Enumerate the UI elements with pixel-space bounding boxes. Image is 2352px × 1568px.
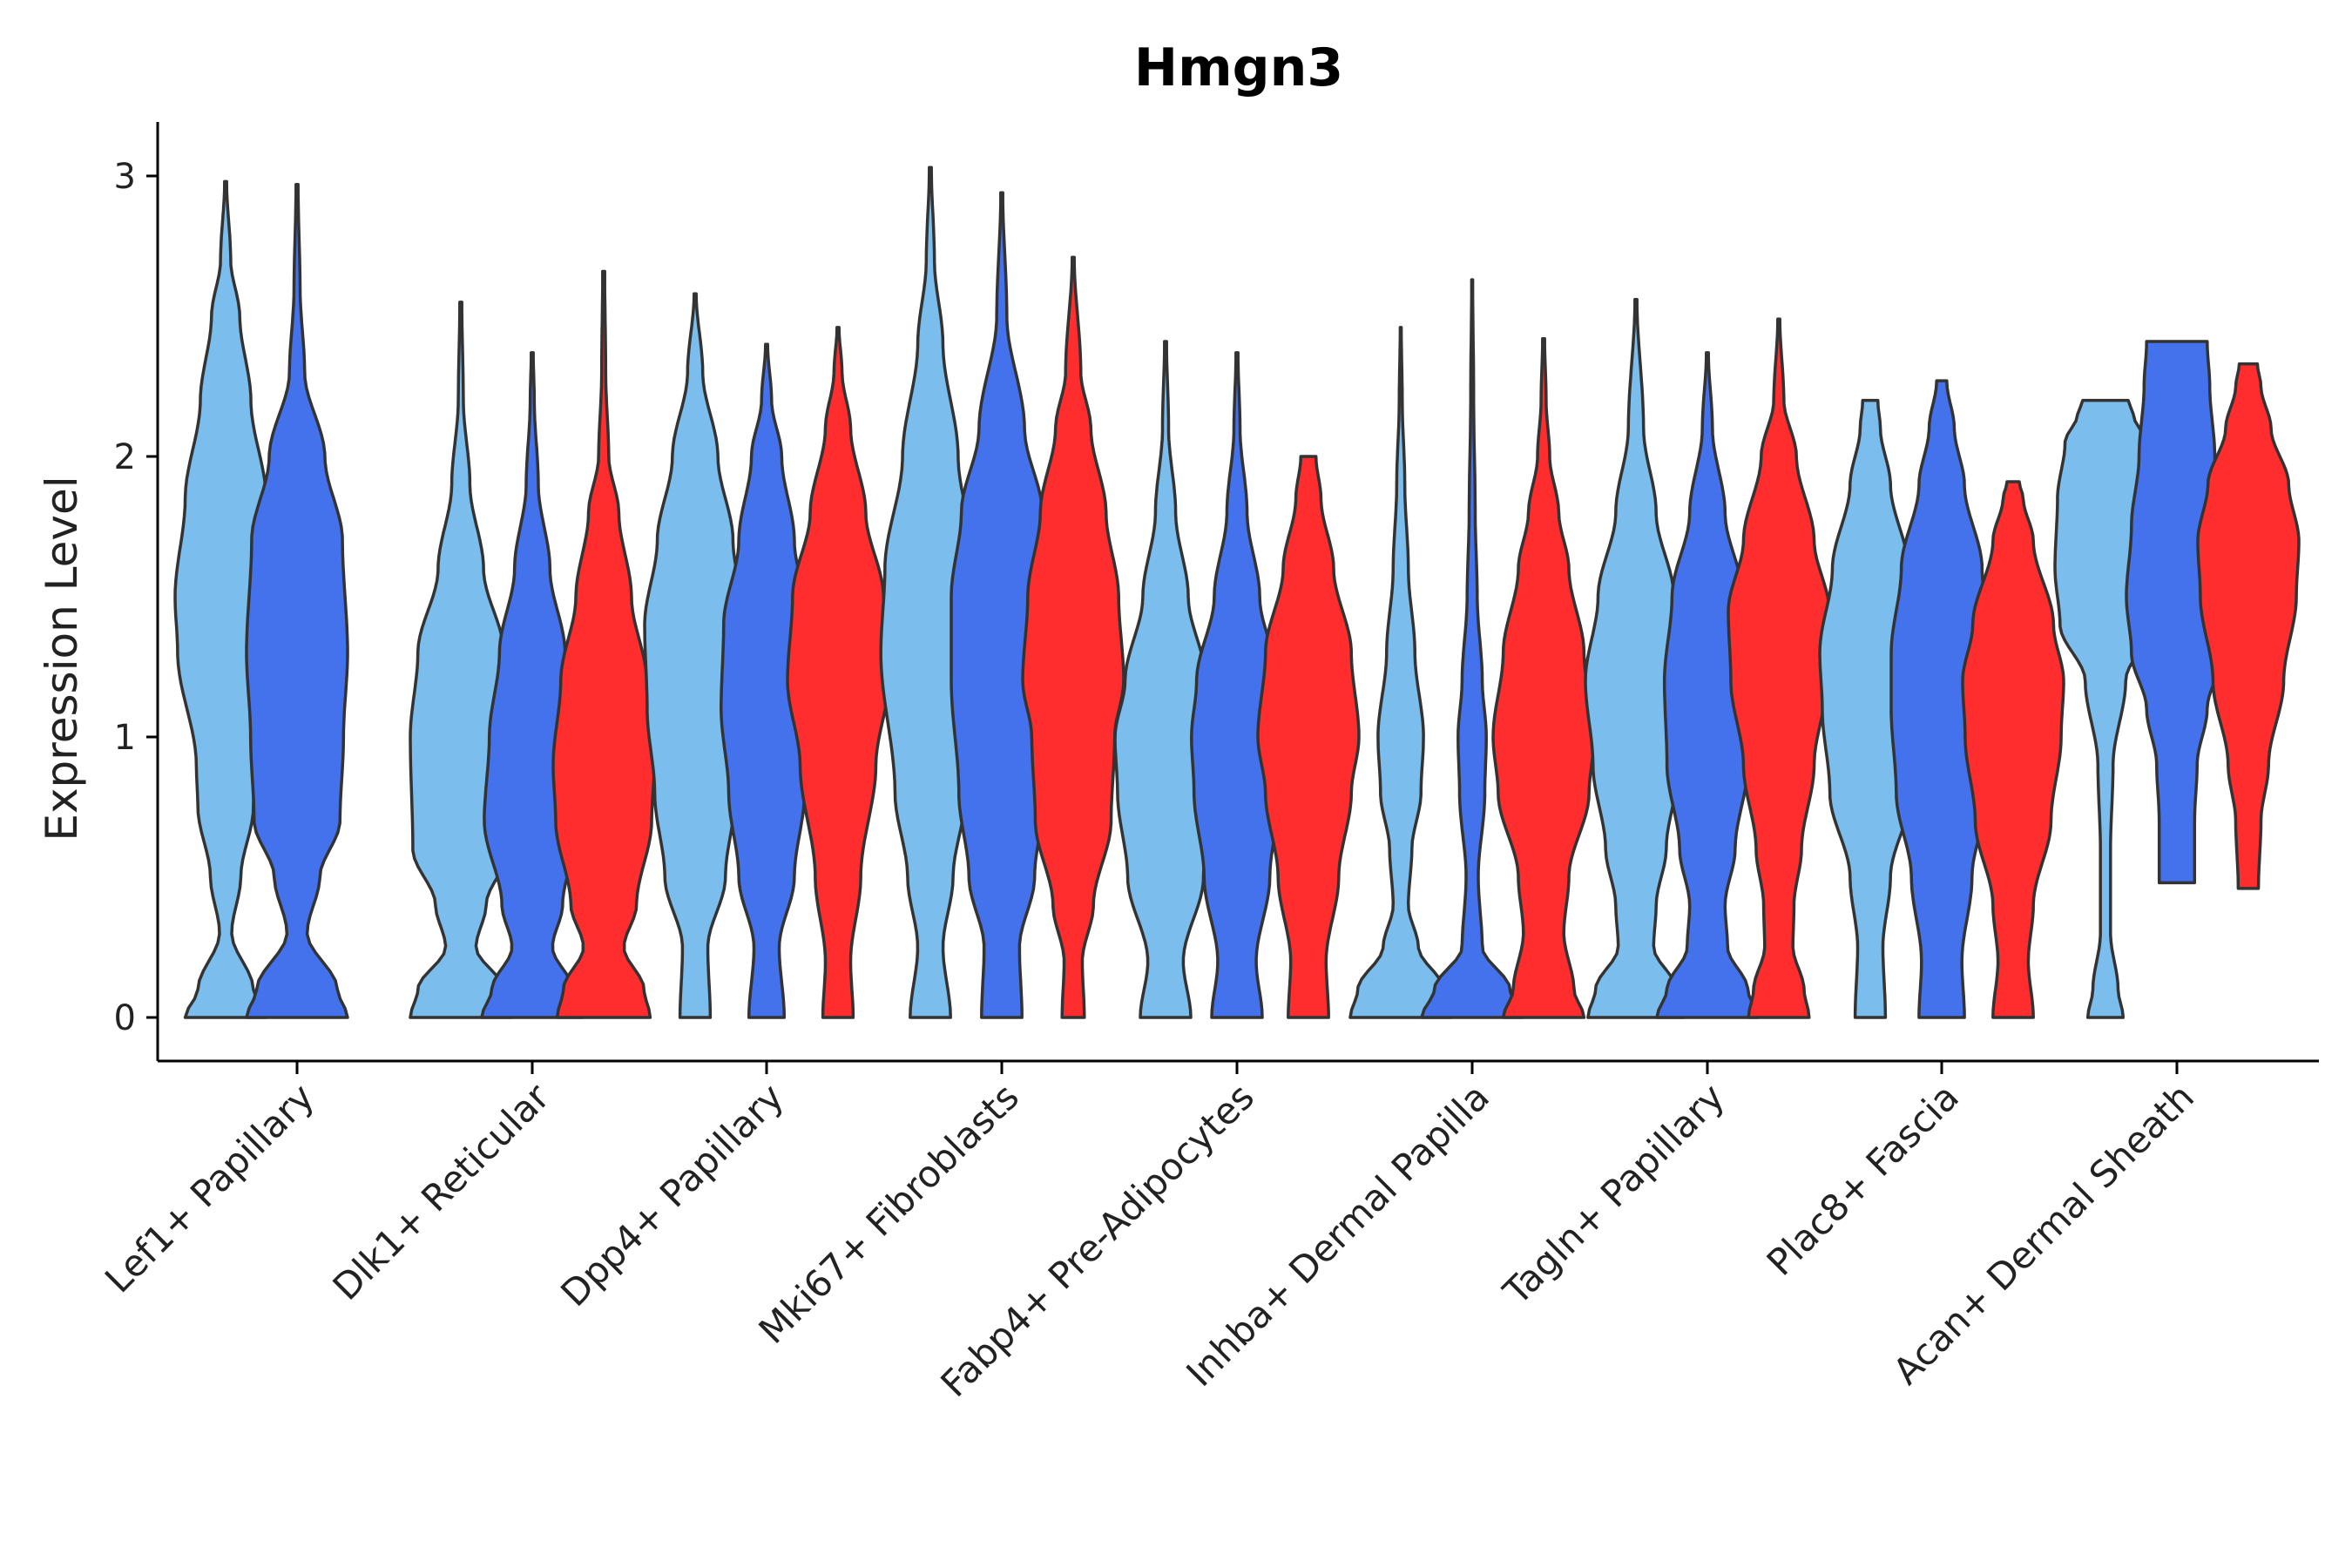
violin-plac8-fascia-2 bbox=[1961, 480, 2065, 1019]
x-tick-label: Plac8+ Fascia bbox=[1759, 1075, 1967, 1283]
violin-group-layer bbox=[173, 166, 2301, 1019]
violin-dlk1-reticular-2 bbox=[551, 269, 656, 1019]
y-tick-label: 0 bbox=[114, 998, 136, 1038]
x-tick-label: Mki67+ Fibroblasts bbox=[751, 1075, 1027, 1351]
x-tick-label: Tagln+ Papillary bbox=[1495, 1075, 1733, 1313]
violin-dpp4-papillary-2 bbox=[786, 326, 890, 1019]
x-tick-label: Lef1+ Papillary bbox=[97, 1075, 322, 1301]
x-tick-label: Dpp4+ Papillary bbox=[552, 1075, 792, 1315]
violin-fabp4-pre-adipocytes-2 bbox=[1256, 455, 1361, 1019]
violin-acan-dermal-sheath-2 bbox=[2196, 362, 2301, 890]
y-axis-ticks: 0 1 2 3 bbox=[114, 157, 158, 1038]
x-tick-label: Dlk1+ Reticular bbox=[325, 1075, 558, 1308]
y-axis-label: Expression Level bbox=[37, 476, 87, 841]
violin-inhba-dermal-papilla-1 bbox=[1420, 278, 1524, 1019]
violin-inhba-dermal-papilla-2 bbox=[1491, 337, 1596, 1019]
violin-lef1-papillary-1 bbox=[245, 182, 349, 1019]
violin-inhba-dermal-papilla-0 bbox=[1348, 326, 1453, 1019]
violin-tagln-papillary-2 bbox=[1727, 317, 1831, 1019]
y-tick-label: 3 bbox=[114, 157, 136, 197]
violin-dlk1-reticular-0 bbox=[409, 301, 513, 1019]
y-tick-label: 1 bbox=[114, 718, 136, 758]
violin-acan-dermal-sheath-1 bbox=[2125, 340, 2229, 885]
violin-tagln-papillary-1 bbox=[1655, 351, 1760, 1019]
violin-mki67-fibroblasts-2 bbox=[1021, 255, 1125, 1019]
y-tick-label: 2 bbox=[114, 437, 136, 477]
chart-title: Hmgn3 bbox=[1134, 37, 1343, 98]
